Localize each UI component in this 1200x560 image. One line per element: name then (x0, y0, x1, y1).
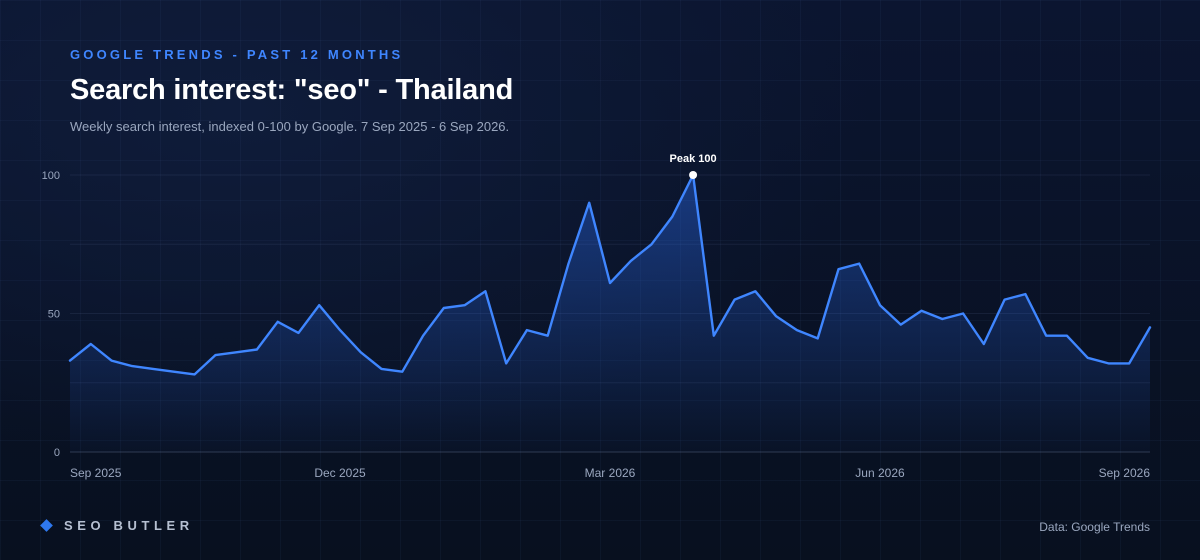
chart-subtitle: Weekly search interest, indexed 0-100 by… (70, 119, 510, 134)
x-tick-label: Dec 2025 (314, 466, 366, 480)
x-axis-labels: Sep 2025 Dec 2025 Mar 2026 Jun 2026 Sep 2026 (70, 466, 1150, 480)
x-tick-label: Sep 2026 (1099, 466, 1151, 480)
peak-marker (689, 171, 698, 179)
y-axis-labels: 0 50 100 (42, 170, 60, 459)
peak-annotation: Peak 100 (670, 153, 717, 179)
brand-name: SEO BUTLER (64, 518, 194, 533)
x-tick-label: Sep 2025 (70, 466, 122, 480)
diamond-icon (40, 519, 53, 532)
data-source: Data: Google Trends (1039, 520, 1150, 534)
x-tick-label: Mar 2026 (585, 466, 636, 480)
series-area (70, 175, 1150, 452)
y-tick-label: 100 (42, 170, 60, 182)
peak-label: Peak 100 (670, 153, 717, 165)
series-line (68, 173, 1152, 376)
chart-eyebrow: GOOGLE TRENDS - PAST 12 MONTHS (70, 47, 404, 62)
y-tick-label: 0 (54, 447, 60, 459)
x-tick-label: Jun 2026 (855, 466, 905, 480)
y-tick-label: 50 (48, 309, 60, 321)
chart-title: Search interest: "seo" - Thailand (70, 74, 514, 106)
brand-logo: SEO BUTLER (40, 518, 194, 533)
